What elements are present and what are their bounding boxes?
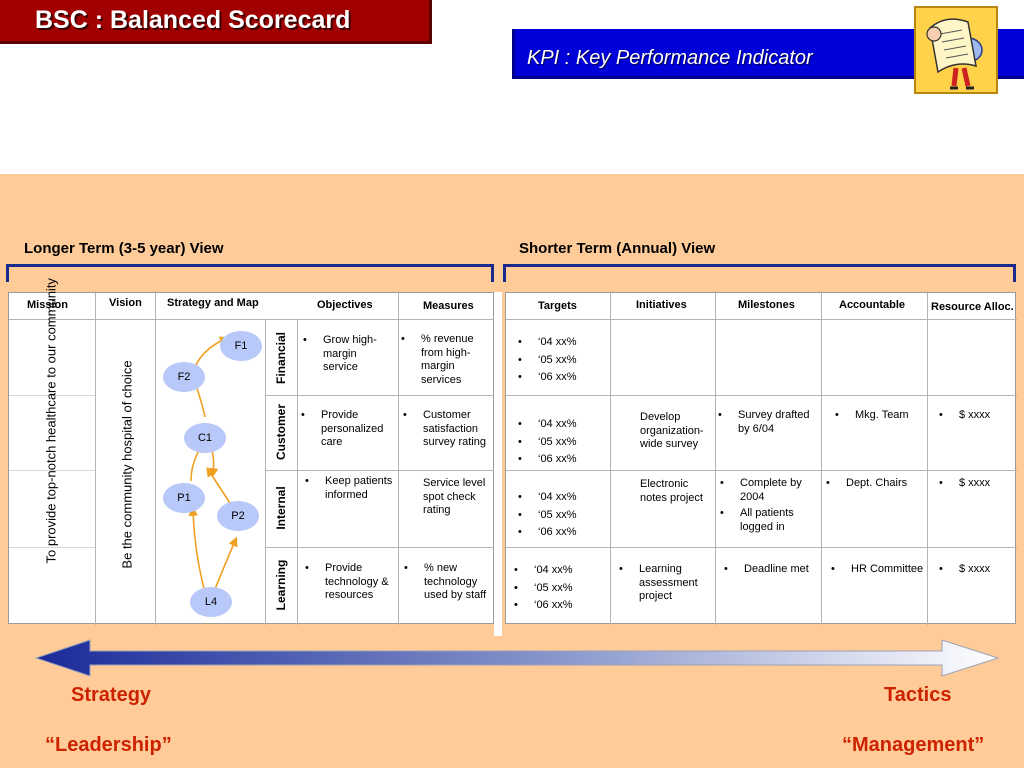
mission-text: To provide top-notch healthcare to our c… xyxy=(43,278,59,564)
row-divider xyxy=(506,470,1017,471)
milestone-internal: • Complete by 2004 • All patients logged i… xyxy=(720,477,802,533)
measure-internal: Service level spot check rating xyxy=(423,477,486,516)
resource-internal: • $ xxxx xyxy=(939,477,991,489)
resource-customer: • $ xxxx xyxy=(939,409,991,421)
short-term-table: Targets Initiatives Milestones Accountab… xyxy=(505,292,1017,625)
header-accountable: Accountable xyxy=(839,299,906,311)
scroll-reading-figure-icon xyxy=(914,6,998,94)
col-divider xyxy=(398,293,399,625)
col-divider xyxy=(715,293,716,625)
table-gap xyxy=(494,292,502,636)
short-term-bracket xyxy=(503,264,1016,282)
row-divider xyxy=(506,547,1017,548)
page-subtitle: KPI : Key Performance Indicator xyxy=(527,47,813,69)
objective-internal: • Keep patients informed xyxy=(305,475,393,501)
header-vision: Vision xyxy=(109,297,142,309)
perspective-learning: Learning xyxy=(274,559,288,611)
vision-text: Be the community hospital of choice xyxy=(119,360,135,569)
objective-customer: • Provide personalized care xyxy=(301,409,384,448)
targets-learning: • ‘04 xx% • ‘05 xx% • ‘06 xx% xyxy=(514,564,573,611)
header-objectives: Objectives xyxy=(317,299,373,311)
milestone-learning: • Deadline met xyxy=(724,563,809,575)
map-node-c1: C1 xyxy=(184,423,226,453)
leadership-label: “Leadership” xyxy=(45,734,172,756)
col-divider xyxy=(155,293,156,625)
long-term-heading: Longer Term (3-5 year) View xyxy=(24,240,224,257)
perspective-internal: Internal xyxy=(274,486,288,530)
col-divider xyxy=(95,293,96,625)
header-initiatives: Initiatives xyxy=(636,299,687,311)
header-measures: Measures xyxy=(423,300,474,312)
measure-learning: •% new technology used by staff xyxy=(404,562,487,601)
initiative-customer: Develop organization-wide survey xyxy=(640,411,704,450)
accountable-learning: • HR Committee xyxy=(831,563,924,575)
strategy-tactics-arrow xyxy=(34,639,1000,677)
long-term-table: Mission Vision Strategy and Map Objectiv… xyxy=(8,278,495,625)
row-divider xyxy=(265,547,495,548)
header-mission: Mission xyxy=(27,299,68,311)
strategy-label: Strategy xyxy=(71,684,152,706)
col-divider xyxy=(610,293,611,625)
col-divider xyxy=(265,319,266,625)
measure-customer: • Customer satisfaction survey rating xyxy=(403,409,486,448)
initiative-internal: Electronic notes project xyxy=(640,478,703,504)
long-term-bracket xyxy=(6,264,494,282)
targets-internal: • ‘04 xx% • ‘05 xx% • ‘06 xx% xyxy=(518,491,577,538)
objective-financial: • Grow high-margin service xyxy=(303,334,377,373)
header-milestones: Milestones xyxy=(738,299,795,311)
row-guide xyxy=(9,470,95,471)
resource-learning: • $ xxxx xyxy=(939,563,991,575)
accountable-internal: • Dept. Chairs xyxy=(826,477,908,489)
map-node-f1: F1 xyxy=(220,331,262,361)
header-divider xyxy=(506,319,1017,320)
milestone-customer: • Survey drafted by 6/04 xyxy=(718,409,810,435)
map-node-l4: L4 xyxy=(190,587,232,617)
header-strategy-map: Strategy and Map xyxy=(167,297,259,309)
short-term-heading: Shorter Term (Annual) View xyxy=(519,240,716,257)
header-resource: Resource Alloc. xyxy=(931,301,1014,313)
map-node-f2: F2 xyxy=(163,362,205,392)
page-title: BSC : Balanced Scorecard xyxy=(35,6,351,34)
targets-financial: • ‘04 xx% • ‘05 xx% • ‘06 xx% xyxy=(518,336,577,383)
targets-customer: • ‘04 xx% • ‘05 xx% • ‘06 xx% xyxy=(518,418,577,465)
col-divider xyxy=(297,319,298,625)
map-node-p1: P1 xyxy=(163,483,205,513)
tactics-label: Tactics xyxy=(884,684,952,706)
accountable-customer: • Mkg. Team xyxy=(835,409,909,421)
perspective-customer: Customer xyxy=(274,404,288,461)
col-divider xyxy=(927,293,928,625)
header-divider xyxy=(9,319,495,320)
title-bar: BSC : Balanced Scorecard xyxy=(0,0,432,44)
management-label: “Management” xyxy=(842,734,985,756)
map-node-p2: P2 xyxy=(217,501,259,531)
header-targets: Targets xyxy=(538,300,577,312)
row-divider xyxy=(265,395,495,396)
row-guide xyxy=(9,395,95,396)
row-divider xyxy=(506,395,1017,396)
perspective-financial: Financial xyxy=(274,332,288,385)
objective-learning: • Provide technology & resources xyxy=(305,562,389,601)
row-guide xyxy=(9,547,95,548)
col-divider xyxy=(821,293,822,625)
initiative-learning: • Learning assessment project xyxy=(619,563,698,602)
row-divider xyxy=(265,470,495,471)
measure-financial: •% revenue from high-margin services xyxy=(401,333,474,386)
